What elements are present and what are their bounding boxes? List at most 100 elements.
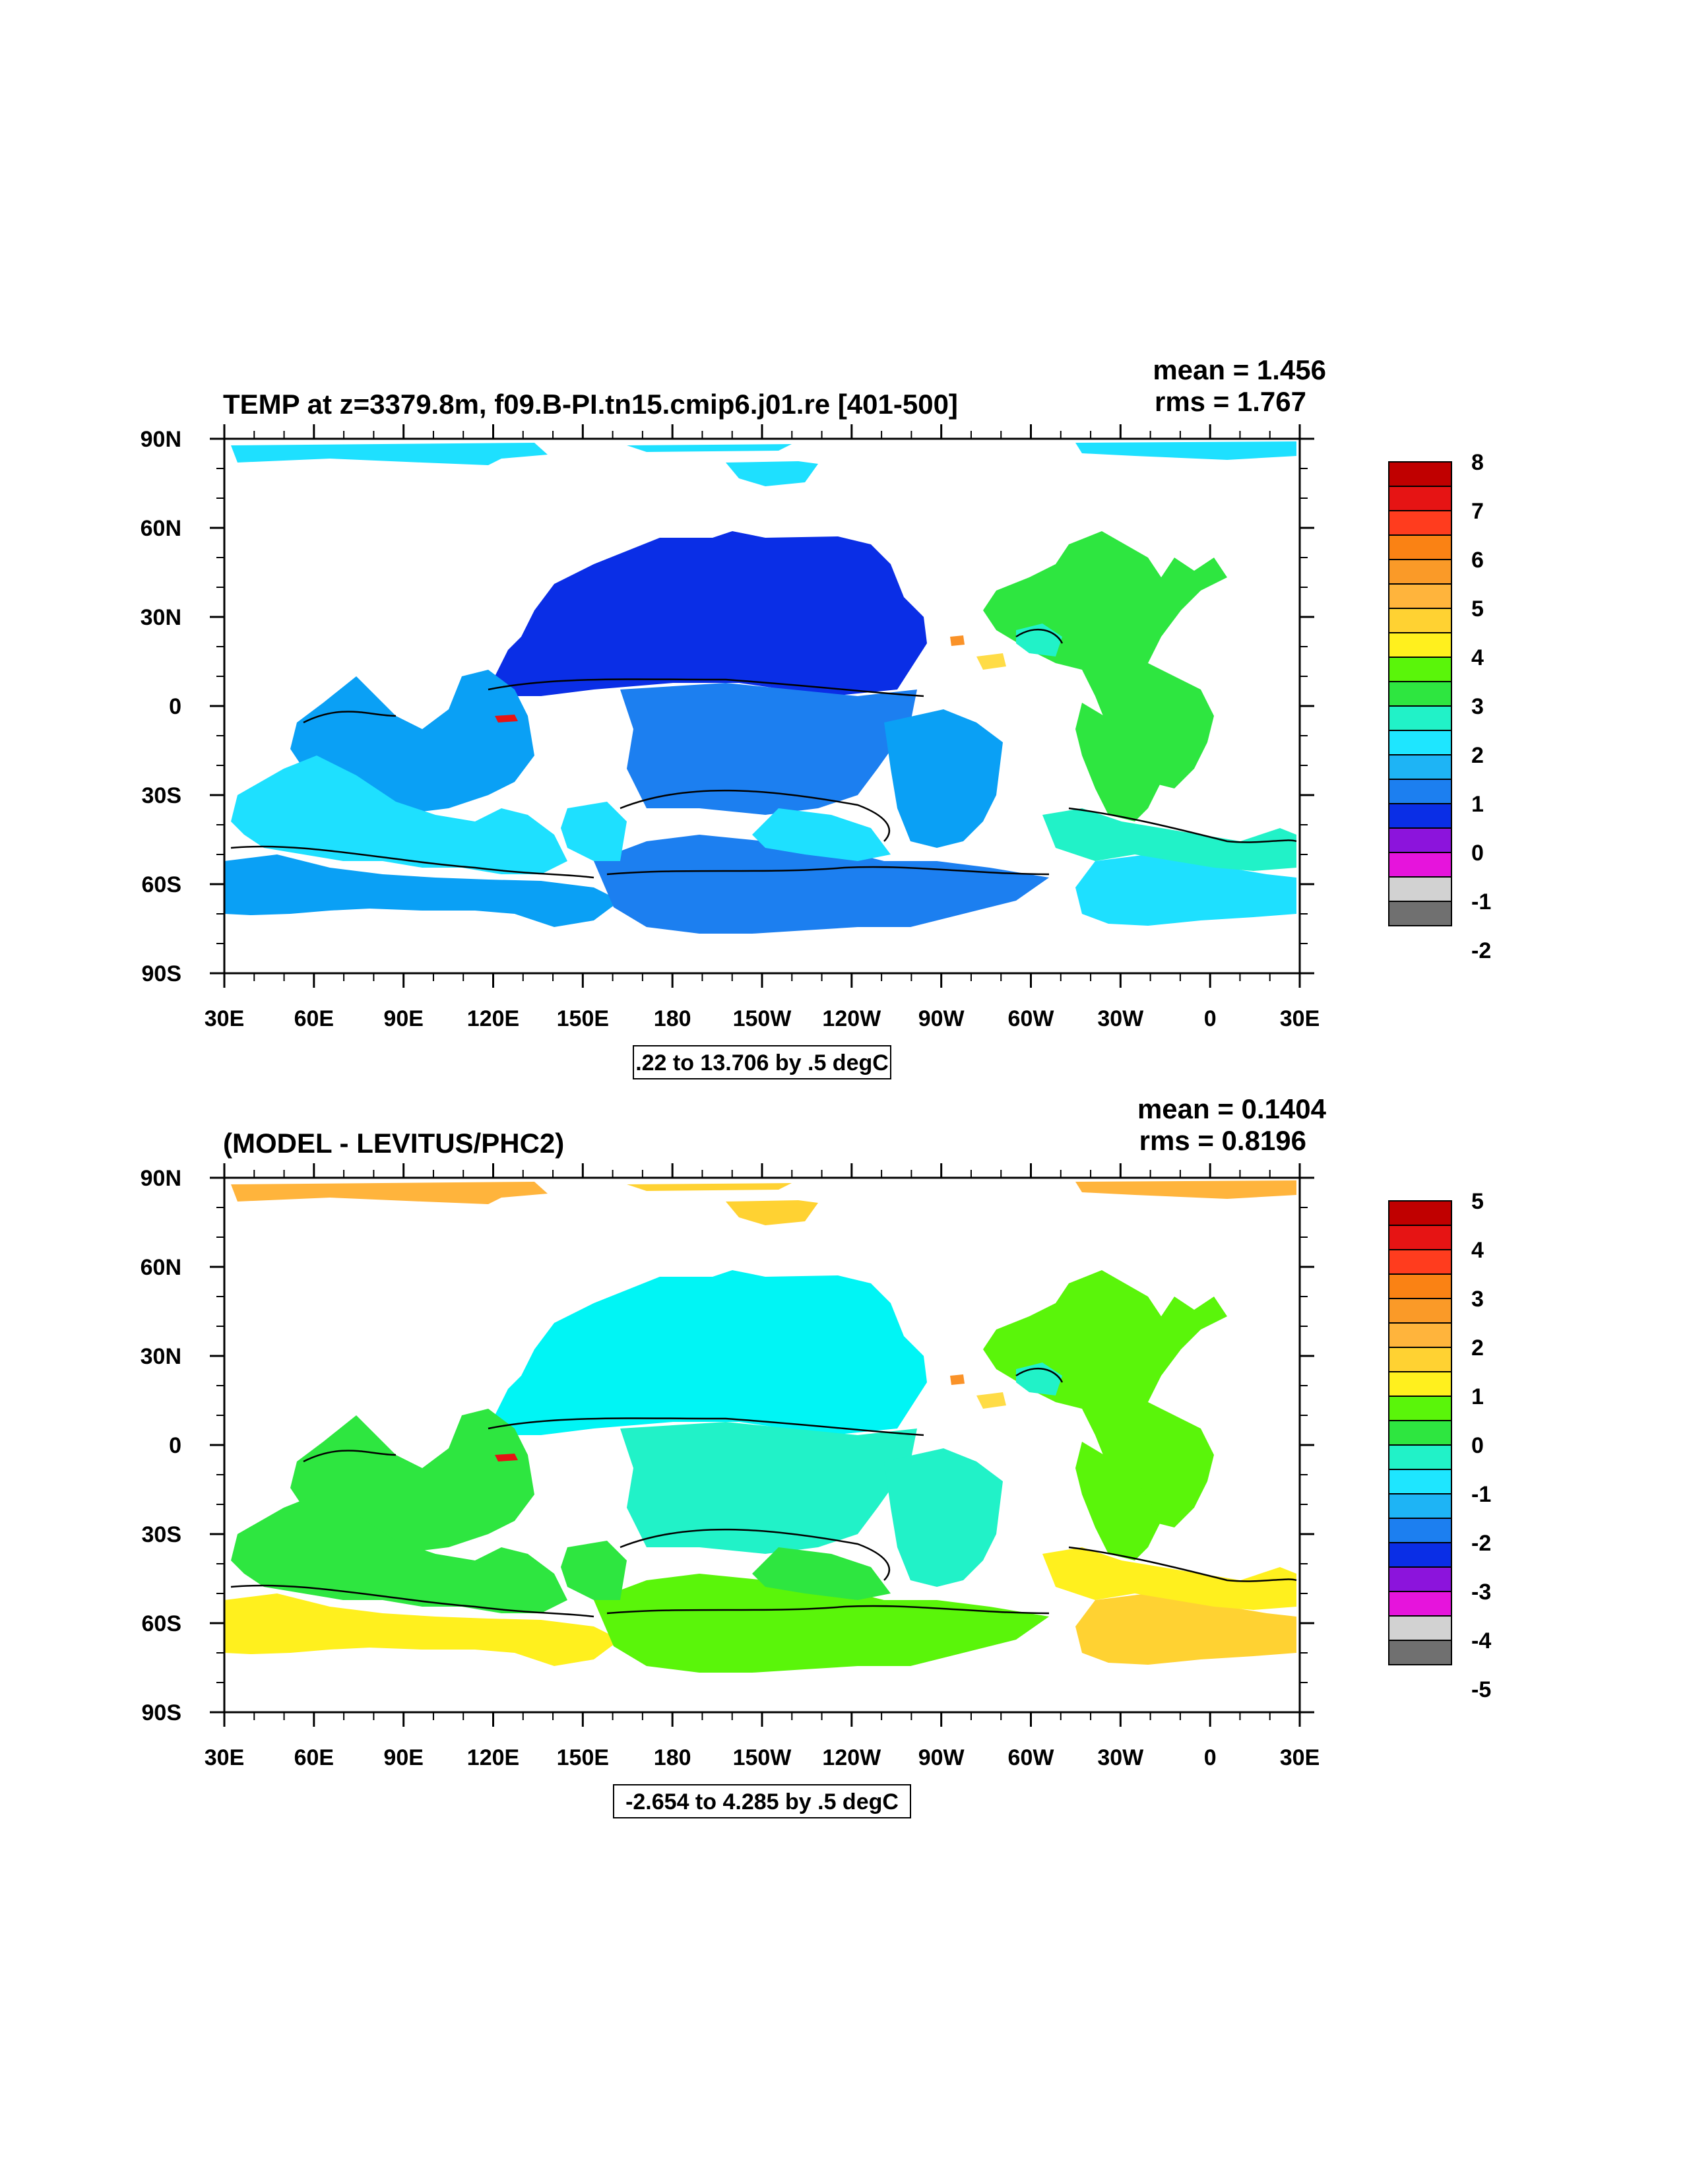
colorbar-cell bbox=[1388, 1493, 1452, 1519]
colorbar-label: -5 bbox=[1471, 1677, 1491, 1702]
colorbar-cell bbox=[1388, 803, 1452, 829]
region-atlantic-south-band bbox=[1042, 1547, 1296, 1610]
colorbar-label: 4 bbox=[1471, 1238, 1484, 1263]
x-tick-label: 120E bbox=[467, 1745, 519, 1770]
contour-line bbox=[1015, 1367, 1064, 1383]
x-tick-label: 0 bbox=[1204, 1006, 1217, 1031]
x-tick-label: 120W bbox=[822, 1745, 881, 1770]
region-indian-south bbox=[231, 755, 567, 874]
colorbar-cell bbox=[1388, 730, 1452, 755]
contour-line bbox=[1068, 807, 1297, 843]
x-tick-label: 60W bbox=[1008, 1745, 1055, 1770]
colorbar-cell bbox=[1388, 1273, 1452, 1299]
region-north-pacific bbox=[495, 1270, 927, 1435]
x-tick-label: 150E bbox=[557, 1006, 609, 1031]
x-tick-label: 60E bbox=[294, 1745, 335, 1770]
colorbar-cell bbox=[1388, 534, 1452, 560]
colorbar-cell bbox=[1388, 779, 1452, 804]
y-tick-label: 30N bbox=[141, 605, 181, 630]
panel-title: TEMP at z=3379.8m, f09.B-PI.tn15.cmip6.j… bbox=[223, 389, 958, 420]
y-tick-label: 60S bbox=[142, 872, 182, 897]
contour-line bbox=[488, 1417, 924, 1436]
colorbar-label: 1 bbox=[1471, 1384, 1484, 1409]
colorbar-cell bbox=[1388, 852, 1452, 878]
x-tick-label: 30E bbox=[205, 1745, 245, 1770]
region-arctic-central bbox=[627, 444, 818, 486]
colorbar-label: 3 bbox=[1471, 1287, 1484, 1312]
region-north-atlantic bbox=[983, 1270, 1227, 1527]
x-tick-label: 0 bbox=[1204, 1745, 1217, 1770]
region-orange-patch bbox=[950, 635, 965, 646]
contour-line bbox=[1068, 1546, 1297, 1582]
x-tick-label: 30W bbox=[1097, 1006, 1144, 1031]
x-tick-label: 150W bbox=[733, 1745, 792, 1770]
colorbar-label: -1 bbox=[1471, 1482, 1491, 1507]
colorbar-cell bbox=[1388, 583, 1452, 609]
colorbar-cell bbox=[1388, 1347, 1452, 1372]
x-tick-label: 60E bbox=[294, 1006, 335, 1031]
map-area bbox=[223, 1176, 1301, 1714]
mean-value: mean = 1.456 bbox=[1153, 354, 1326, 385]
region-atlantic-south-band bbox=[1042, 808, 1296, 871]
region-east-pacific bbox=[884, 709, 1003, 848]
x-tick-label: 150E bbox=[557, 1745, 609, 1770]
y-tick-label: 90N bbox=[141, 1166, 181, 1191]
colorbar-cell bbox=[1388, 1615, 1452, 1641]
colorbar-label: 6 bbox=[1471, 548, 1484, 573]
x-tick-label: 90E bbox=[383, 1006, 424, 1031]
x-tick-label: 30E bbox=[205, 1006, 245, 1031]
contour-line bbox=[303, 711, 397, 724]
x-tick-label: 120E bbox=[467, 1006, 519, 1031]
colorbar-cell bbox=[1388, 1371, 1452, 1397]
mean-value: mean = 0.1404 bbox=[1137, 1093, 1327, 1124]
y-tick-label: 30S bbox=[142, 783, 182, 808]
region-indian-south bbox=[231, 1494, 567, 1613]
colorbar-cell bbox=[1388, 510, 1452, 536]
region-central-pacific bbox=[620, 1422, 917, 1554]
colorbar-label: -3 bbox=[1471, 1580, 1491, 1605]
x-tick-label: 180 bbox=[654, 1745, 691, 1770]
y-tick-label: 30S bbox=[142, 1522, 182, 1547]
colorbar-label: -2 bbox=[1471, 1531, 1491, 1556]
x-tick-label: 90W bbox=[918, 1006, 965, 1031]
rms-value: rms = 0.8196 bbox=[1139, 1125, 1306, 1156]
colorbar-label: 0 bbox=[1471, 1433, 1484, 1458]
y-tick-label: 0 bbox=[169, 694, 181, 719]
contour-line bbox=[488, 678, 924, 697]
colorbar-cell bbox=[1388, 608, 1452, 633]
colorbar-label: 4 bbox=[1471, 645, 1484, 670]
colorbar-cell bbox=[1388, 1566, 1452, 1592]
x-tick-label: 120W bbox=[822, 1006, 881, 1031]
colorbar-label: 2 bbox=[1471, 1335, 1484, 1361]
x-tick-label: 30W bbox=[1097, 1745, 1144, 1770]
colorbar-cell bbox=[1388, 1200, 1452, 1226]
region-southern-ocean-pacific bbox=[594, 835, 1049, 934]
colorbar-cell bbox=[1388, 632, 1452, 658]
region-east-pacific bbox=[884, 1448, 1003, 1587]
contour-line bbox=[230, 845, 594, 879]
region-south-atlantic bbox=[1075, 703, 1161, 821]
contour-line bbox=[606, 1605, 1050, 1615]
y-tick-label: 60N bbox=[141, 516, 181, 541]
colorbar-cell bbox=[1388, 876, 1452, 902]
x-tick-label: 30E bbox=[1280, 1006, 1320, 1031]
region-arctic-west bbox=[231, 1182, 548, 1204]
colorbar-cell bbox=[1388, 1518, 1452, 1543]
region-southern-ocean-atlantic bbox=[1075, 1593, 1296, 1665]
colorbar-cell bbox=[1388, 754, 1452, 780]
colorbar-label: 2 bbox=[1471, 743, 1484, 768]
region-orange-patch bbox=[950, 1374, 965, 1385]
colorbar-cell bbox=[1388, 705, 1452, 731]
colorbar-label: 3 bbox=[1471, 694, 1484, 719]
colorbar-label: 8 bbox=[1471, 450, 1484, 475]
colorbar-cell bbox=[1388, 1396, 1452, 1421]
y-tick-label: 30N bbox=[141, 1344, 181, 1369]
x-tick-label: 150W bbox=[733, 1006, 792, 1031]
y-tick-label: 90S bbox=[142, 961, 182, 986]
colorbar-cell bbox=[1388, 1444, 1452, 1470]
region-yellow-patch bbox=[976, 653, 1006, 670]
colorbar-cell bbox=[1388, 827, 1452, 853]
colorbar-label: 0 bbox=[1471, 841, 1484, 866]
region-southern-ocean-atlantic bbox=[1075, 854, 1296, 926]
